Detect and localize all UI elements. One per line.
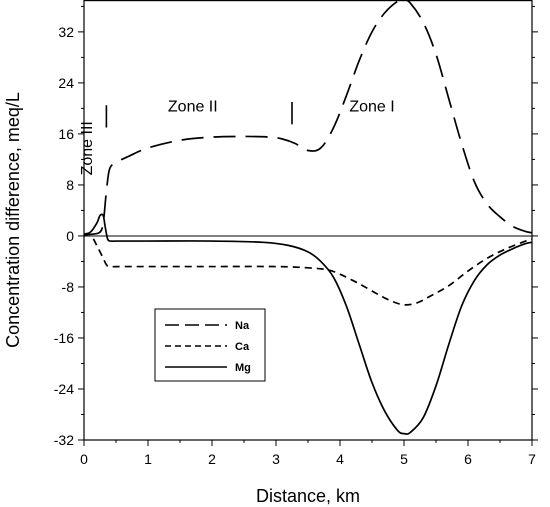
ticks-layer: 0 1 2 3 4 5 6 7 -32 -24 -16 -8 0 8 16 24 32 [54,5,538,467]
y-tick-label: 16 [58,126,74,142]
zone-label: Zone I [349,99,394,116]
y-tick-label: 0 [66,228,74,244]
x-tick-label: 3 [272,451,280,467]
y-axis-label: Concentration difference, meq/L [3,92,23,348]
y-tick-label: -8 [62,279,75,295]
x-tick-label: 7 [528,451,536,467]
series-line-ca [83,233,533,306]
x-axis-label: Distance, km [256,486,360,506]
x-tick-label: 4 [336,451,344,467]
legend-label-mg: Mg [235,362,251,374]
series-line-mg [83,213,533,435]
plot-frame [83,0,533,441]
legend-box [154,308,266,382]
series-line-na [83,0,533,236]
y-tick-label: 8 [66,177,74,193]
x-tick-label: 2 [208,451,216,467]
zone-label: Zone III [79,121,96,175]
x-tick-label: 1 [144,451,152,467]
annotations-layer: Zone III Zone II Zone I [79,99,395,176]
y-tick-label: -24 [54,381,74,397]
legend-label-ca: Ca [235,341,250,353]
legend-label-na: Na [235,320,250,332]
y-tick-label: 32 [58,24,74,40]
y-tick-label: -32 [54,432,74,448]
legend: Na Ca Mg [154,308,266,382]
x-tick-label: 6 [464,451,472,467]
series-layer [83,0,533,435]
zone-label: Zone II [168,99,218,116]
x-tick-label: 0 [80,451,88,467]
y-tick-label: 24 [58,75,74,91]
y-tick-label: -16 [54,330,74,346]
x-tick-label: 5 [400,451,408,467]
